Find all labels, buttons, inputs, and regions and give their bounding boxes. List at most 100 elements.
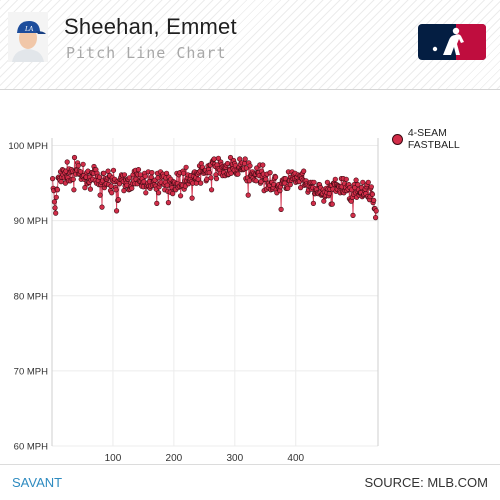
pitch-point <box>156 190 162 196</box>
pitch-point <box>51 199 58 205</box>
pitch-point <box>352 184 358 191</box>
pitch-point <box>143 190 149 196</box>
pitch-point <box>321 198 327 204</box>
pitch-point <box>195 176 201 182</box>
player-name: Sheehan, Emmet <box>64 14 237 39</box>
pitch-point <box>108 183 114 189</box>
pitch-point <box>181 170 187 176</box>
pitch-point <box>373 208 379 214</box>
y-tick-label: 60 MPH <box>14 442 48 453</box>
pitch-point <box>368 184 374 190</box>
pitch-point <box>170 190 176 197</box>
pitch-point <box>164 182 170 188</box>
pitch-point <box>343 176 349 182</box>
pitch-point <box>242 160 248 167</box>
pitch-point <box>310 200 317 206</box>
pitch-point <box>113 208 120 214</box>
pitch-point <box>64 159 70 165</box>
pitch-point <box>353 177 359 183</box>
chart-subtitle: Pitch Line Chart <box>66 44 227 62</box>
pitch-point <box>211 156 217 162</box>
pitch-point <box>324 179 331 185</box>
mlb-logo-icon <box>418 24 486 60</box>
pitch-point <box>237 156 243 162</box>
legend: 4-SEAM FASTBALL <box>392 127 500 151</box>
pitch-point <box>365 179 371 185</box>
pitch-point <box>129 185 135 191</box>
pitch-point <box>183 164 189 170</box>
pitch-point <box>209 187 215 193</box>
x-tick-label: 300 <box>226 453 243 464</box>
pitch-point <box>71 187 77 193</box>
legend-label: 4-SEAM FASTBALL <box>407 127 460 151</box>
pitch-point <box>96 174 103 180</box>
pitch-point <box>126 175 132 181</box>
pitch-point <box>82 184 88 191</box>
pitch-point <box>329 201 335 207</box>
pitch-point <box>178 193 184 199</box>
pitch-point <box>52 205 58 211</box>
pitch-point <box>350 212 356 218</box>
pitch-point <box>360 179 366 185</box>
pitch-point <box>311 179 317 185</box>
pitch-point <box>246 178 252 184</box>
pitch-point <box>70 176 76 182</box>
pitch-point <box>285 185 291 191</box>
pitch-point <box>213 175 220 182</box>
pitch-point <box>87 186 93 192</box>
pitch-point <box>49 175 56 182</box>
pitch-point <box>301 168 307 174</box>
pitch-point <box>273 174 279 180</box>
pitch-point <box>253 178 259 184</box>
pitch-point <box>77 169 84 175</box>
pitch-point <box>242 156 248 162</box>
pitch-point <box>142 173 148 179</box>
pitch-point <box>53 194 59 200</box>
pitch-point <box>278 206 284 212</box>
pitch-point <box>260 162 266 168</box>
pitch-point <box>109 190 115 196</box>
pitch-point <box>235 171 241 177</box>
pitch-point <box>298 184 304 191</box>
pitch-point <box>369 191 376 197</box>
pitch-point <box>154 200 160 206</box>
source-label: SOURCE: MLB.COM <box>364 475 488 490</box>
pitch-point <box>245 192 251 198</box>
svg-text:LA: LA <box>24 25 34 33</box>
y-tick-label: 80 MPH <box>14 291 48 302</box>
pitch-point <box>121 187 127 194</box>
pitch-point <box>135 166 142 173</box>
pitch-point <box>110 167 117 173</box>
y-tick-label: 100 MPH <box>8 141 48 152</box>
pitch-line-chart: 100 200 300 400 60 MPH 70 MPH 80 MPH 90 MPH 100 … <box>8 138 379 464</box>
x-tick-label: 200 <box>166 453 183 464</box>
pitch-point <box>53 210 59 216</box>
pitch-point <box>326 190 332 197</box>
dodgers-cap-icon: LA <box>17 21 46 34</box>
legend-swatch-icon <box>392 133 403 145</box>
x-tick-label: 100 <box>105 453 122 464</box>
pitch-point <box>99 204 105 210</box>
pitch-point <box>198 180 204 186</box>
pitch-point <box>224 160 231 167</box>
pitch-point <box>105 168 111 174</box>
pitch-point <box>80 161 86 167</box>
y-tick-label: 70 MPH <box>14 366 48 377</box>
pitch-point <box>287 181 293 188</box>
pitch-point <box>149 169 155 176</box>
pitch-point <box>101 170 107 176</box>
pitch-point <box>54 187 61 193</box>
footer: SAVANT SOURCE: MLB.COM <box>0 464 500 500</box>
x-tick-label: 400 <box>287 453 304 464</box>
pitch-point <box>71 154 78 161</box>
pitch-point <box>75 163 81 169</box>
savant-link[interactable]: SAVANT <box>12 475 63 490</box>
pitch-point <box>115 196 121 203</box>
pitch-point <box>58 178 64 185</box>
header-panel: LA Sheehan, Emmet Pitch Line Chart <box>0 0 500 90</box>
pitch-point <box>113 187 119 193</box>
y-tick-label: 90 MPH <box>14 216 48 227</box>
pitch-point <box>215 155 221 161</box>
pitch-point <box>267 169 273 176</box>
pitch-point <box>206 169 212 176</box>
